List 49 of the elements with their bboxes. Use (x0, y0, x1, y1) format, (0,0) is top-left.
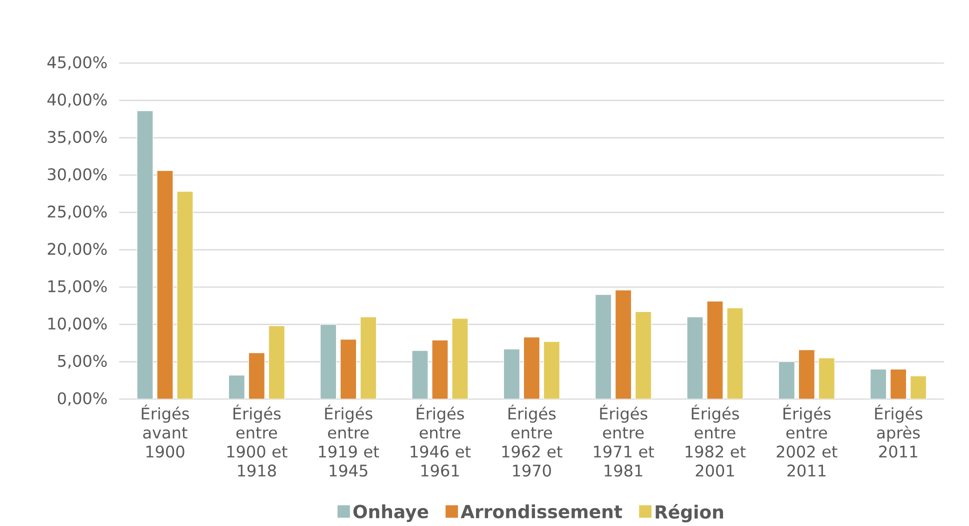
bar (176, 191, 194, 400)
y-tick-label: 35,00% (48, 130, 107, 145)
bar (412, 350, 428, 400)
y-tick-label: 10,00% (48, 318, 107, 332)
legend-label: Arrondissement (460, 504, 622, 518)
bar (870, 368, 887, 400)
x-tick-label: Érigés après 2011 (875, 404, 922, 458)
x-tick-label: Érigés entre 1982 et 2001 (686, 404, 746, 477)
y-tick-label: 25,00% (48, 206, 107, 220)
legend-label: Onhaye (353, 504, 428, 522)
y-tick-label: 15,00% (48, 280, 107, 294)
bar (340, 339, 357, 400)
x-tick-label: Érigés entre 2002 et 2011 (776, 404, 838, 477)
x-tick-label: Érigés entre 1900 et 1918 (227, 404, 288, 477)
bar (228, 374, 245, 400)
y-tick-label: 20,00% (48, 242, 107, 257)
bar (543, 341, 560, 400)
bar (726, 308, 744, 400)
bar (432, 340, 448, 400)
bar (818, 358, 835, 400)
bar (706, 300, 724, 400)
bar (360, 316, 377, 400)
bar (615, 290, 632, 400)
bar (798, 349, 815, 400)
bar (452, 318, 468, 400)
y-tick-label: 30,00% (48, 168, 107, 182)
y-tick-label: 5,00% (58, 354, 107, 369)
bar (320, 324, 337, 400)
x-tick-label: Érigés entre 1962 et 1970 (502, 404, 562, 477)
bar (523, 336, 540, 400)
legend-label: Région (656, 504, 724, 522)
bar (268, 326, 285, 400)
y-tick-label: 40,00% (47, 94, 107, 108)
bar (778, 361, 795, 400)
bar (686, 316, 704, 400)
bar (248, 352, 265, 400)
bar (136, 110, 154, 400)
x-tick-label: Érigés entre 1971 et 1981 (594, 404, 654, 477)
bar (635, 311, 652, 400)
bar (595, 294, 612, 400)
y-tick-label: 45,00% (47, 56, 107, 70)
bar (156, 170, 174, 400)
x-tick-label: Érigés avant 1900 (142, 404, 189, 458)
y-tick-label: 0,00% (58, 392, 107, 406)
bar (503, 348, 520, 400)
x-tick-label: Érigés entre 1946 et 1961 (410, 404, 471, 477)
bar (910, 376, 927, 400)
x-tick-label: Érigés entre 1919 et 1945 (319, 404, 380, 477)
bar (890, 368, 907, 400)
